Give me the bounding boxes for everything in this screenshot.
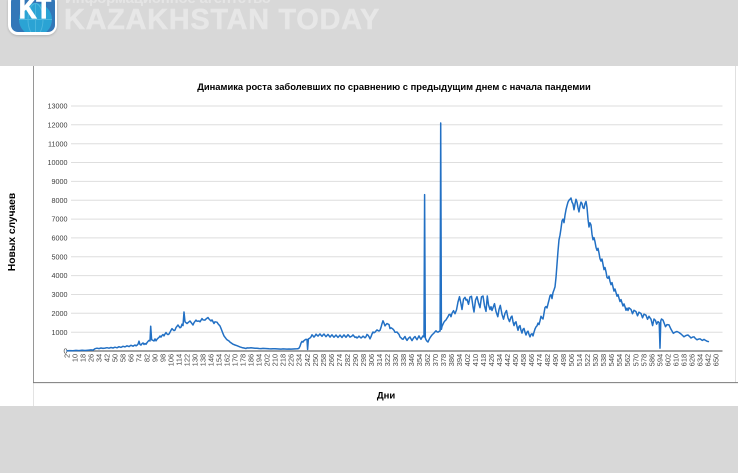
svg-text:386: 386 [447, 354, 456, 367]
svg-text:322: 322 [383, 354, 392, 367]
svg-text:634: 634 [695, 354, 704, 367]
svg-text:3000: 3000 [52, 290, 68, 299]
svg-text:Дни: Дни [377, 391, 396, 402]
svg-text:298: 298 [359, 354, 368, 367]
svg-text:274: 274 [335, 354, 344, 367]
svg-text:602: 602 [663, 354, 672, 367]
svg-text:154: 154 [215, 354, 224, 367]
svg-text:10: 10 [70, 354, 79, 362]
svg-text:66: 66 [127, 354, 136, 362]
svg-text:210: 210 [271, 354, 280, 367]
svg-text:314: 314 [375, 354, 384, 367]
svg-text:226: 226 [287, 354, 296, 367]
svg-text:10000: 10000 [48, 158, 68, 167]
svg-text:2: 2 [62, 354, 71, 358]
svg-text:466: 466 [527, 354, 536, 367]
svg-text:7000: 7000 [52, 215, 68, 224]
svg-text:610: 610 [671, 354, 680, 367]
svg-text:378: 378 [439, 354, 448, 367]
svg-text:218: 218 [279, 354, 288, 367]
svg-text:58: 58 [119, 354, 128, 362]
svg-text:570: 570 [631, 354, 640, 367]
svg-text:42: 42 [103, 354, 112, 362]
svg-text:250: 250 [311, 354, 320, 367]
svg-text:242: 242 [303, 354, 312, 367]
svg-text:Новых случаев: Новых случаев [7, 193, 18, 271]
svg-text:34: 34 [94, 354, 103, 362]
svg-text:106: 106 [167, 354, 176, 367]
svg-text:434: 434 [495, 354, 504, 367]
svg-text:538: 538 [599, 354, 608, 367]
svg-text:1000: 1000 [52, 328, 68, 337]
svg-text:282: 282 [343, 354, 352, 367]
svg-text:5000: 5000 [52, 252, 68, 261]
svg-text:12000: 12000 [48, 120, 68, 129]
svg-text:306: 306 [367, 354, 376, 367]
svg-text:490: 490 [551, 354, 560, 367]
svg-text:0: 0 [64, 347, 68, 356]
svg-text:202: 202 [263, 354, 272, 367]
svg-text:4000: 4000 [52, 271, 68, 280]
svg-text:546: 546 [607, 354, 616, 367]
svg-text:74: 74 [135, 354, 144, 362]
svg-text:18: 18 [78, 354, 87, 362]
svg-text:626: 626 [687, 354, 696, 367]
svg-text:338: 338 [399, 354, 408, 367]
svg-text:514: 514 [575, 354, 584, 367]
svg-text:578: 578 [639, 354, 648, 367]
svg-text:194: 194 [255, 354, 264, 367]
svg-text:330: 330 [391, 354, 400, 367]
svg-text:162: 162 [223, 354, 232, 367]
svg-text:426: 426 [487, 354, 496, 367]
svg-text:146: 146 [207, 354, 216, 367]
svg-text:2000: 2000 [52, 309, 68, 318]
svg-text:130: 130 [191, 354, 200, 367]
svg-text:618: 618 [679, 354, 688, 367]
svg-text:122: 122 [183, 354, 192, 367]
svg-text:266: 266 [327, 354, 336, 367]
svg-text:370: 370 [431, 354, 440, 367]
svg-text:186: 186 [247, 354, 256, 367]
svg-text:650: 650 [711, 354, 720, 367]
svg-text:290: 290 [351, 354, 360, 367]
svg-text:506: 506 [567, 354, 576, 367]
svg-text:11000: 11000 [48, 139, 67, 148]
svg-text:234: 234 [295, 354, 304, 367]
svg-text:170: 170 [231, 354, 240, 367]
svg-text:522: 522 [583, 354, 592, 367]
svg-text:50: 50 [111, 354, 120, 362]
svg-text:418: 418 [479, 354, 488, 367]
svg-text:13000: 13000 [48, 102, 68, 111]
svg-text:450: 450 [511, 354, 520, 367]
svg-text:138: 138 [199, 354, 208, 367]
svg-text:26: 26 [86, 354, 95, 362]
svg-text:554: 554 [615, 354, 624, 367]
svg-text:354: 354 [415, 354, 424, 367]
svg-text:82: 82 [143, 354, 152, 362]
svg-text:9000: 9000 [52, 177, 68, 186]
svg-text:114: 114 [175, 354, 184, 366]
svg-text:474: 474 [535, 354, 544, 367]
svg-text:458: 458 [519, 354, 528, 367]
svg-text:442: 442 [503, 354, 512, 367]
svg-text:562: 562 [623, 354, 632, 367]
svg-text:402: 402 [463, 354, 472, 367]
svg-text:346: 346 [407, 354, 416, 367]
svg-text:394: 394 [455, 354, 464, 367]
svg-text:642: 642 [703, 354, 712, 367]
svg-text:98: 98 [159, 354, 168, 362]
svg-text:498: 498 [559, 354, 568, 367]
svg-text:594: 594 [655, 354, 664, 367]
svg-text:178: 178 [239, 354, 248, 367]
svg-text:90: 90 [151, 354, 160, 362]
svg-text:6000: 6000 [52, 234, 68, 243]
svg-text:Динамика роста заболевших по с: Динамика роста заболевших по сравнению с… [197, 81, 591, 92]
svg-text:362: 362 [423, 354, 432, 367]
svg-text:8000: 8000 [52, 196, 68, 205]
svg-text:410: 410 [471, 354, 480, 367]
svg-text:586: 586 [647, 354, 656, 367]
svg-text:482: 482 [543, 354, 552, 367]
svg-text:258: 258 [319, 354, 328, 367]
svg-text:530: 530 [591, 354, 600, 367]
